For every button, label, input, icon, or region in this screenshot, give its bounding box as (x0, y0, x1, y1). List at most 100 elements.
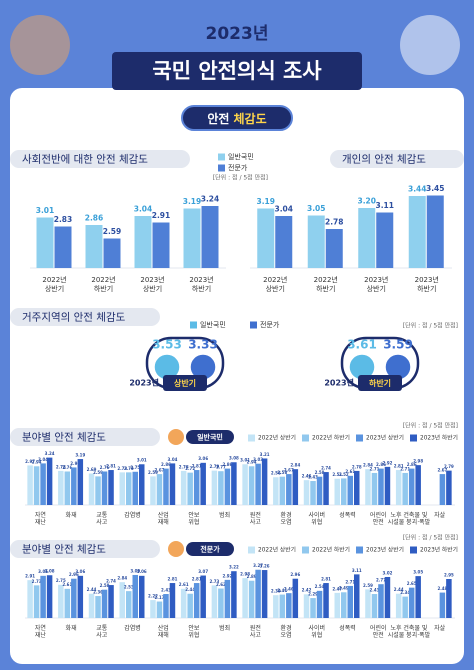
badge (186, 542, 234, 556)
bar (286, 474, 292, 505)
tag-accent: 체감도 (233, 111, 266, 126)
value-label: 2.73 (117, 466, 127, 471)
bar (150, 600, 156, 618)
value-label: 3.27 (253, 563, 263, 568)
value-label: 3.33 (188, 338, 218, 352)
bar (275, 216, 293, 268)
bar (77, 575, 84, 618)
value-label: 3.06 (198, 456, 208, 461)
bar (303, 594, 310, 618)
bar (347, 475, 353, 505)
bar (286, 593, 292, 618)
bar (33, 466, 40, 505)
bar (71, 578, 77, 618)
value-label: 2.61 (179, 582, 189, 587)
bar (255, 569, 261, 618)
bar (27, 580, 33, 618)
value-label: 2.44 (87, 587, 97, 592)
category-label: 환경 오염 (281, 511, 292, 526)
value-label: 2.46 (284, 587, 294, 592)
value-label: 2.74 (106, 578, 116, 583)
value-label: 2.81 (168, 576, 178, 581)
period-year: 2023년 (324, 378, 354, 388)
category-label: 자연 재난 (35, 511, 47, 526)
legend-swatch (356, 546, 363, 554)
value-label: 3.44 (408, 184, 427, 193)
category-label: 안보 위협 (188, 624, 200, 639)
value-label: 3.19 (256, 197, 275, 206)
value-label: 2.72 (185, 466, 195, 471)
value-label: 2.54 (315, 584, 325, 589)
legend-swatch (218, 153, 225, 161)
category-label: 원전 사고 (250, 511, 262, 526)
value-label: 2.44 (394, 587, 404, 592)
legend-swatch (356, 434, 363, 442)
bar (378, 468, 384, 505)
category-label: 원전 사고 (250, 624, 262, 639)
value-label: 2.67 (437, 467, 447, 472)
value-label: 2.86 (376, 462, 386, 467)
bar (248, 580, 255, 618)
bar (134, 216, 152, 268)
value-label: 2.56 (271, 471, 281, 476)
bar (395, 470, 402, 505)
bar (279, 476, 286, 505)
avatar (168, 429, 184, 445)
value-label: 2.59 (103, 227, 122, 236)
value-label: 2.34 (400, 590, 410, 595)
section-title: 거주지역의 안전 체감도 (22, 312, 126, 324)
value-label: 2.71 (370, 466, 380, 471)
value-label: 2.79 (444, 464, 454, 469)
bar (439, 592, 446, 618)
value-label: 2.58 (100, 583, 110, 588)
bar (180, 470, 187, 505)
legend-label: 2023년 상반기 (366, 434, 404, 442)
value-label: 2.44 (185, 587, 195, 592)
category-label: 산업 재해 (158, 511, 169, 526)
legend-swatch (248, 546, 255, 554)
legend-label: 2023년 상반기 (366, 546, 404, 554)
value-label: 3.06 (75, 569, 85, 574)
category-label: 2023년 상반기 (364, 275, 388, 293)
value-label: 2.75 (56, 578, 66, 583)
value-label: 2.92 (222, 573, 232, 578)
bar (224, 579, 231, 618)
bar (46, 575, 53, 618)
bar (180, 588, 187, 618)
bar (183, 208, 201, 268)
value-label: 2.65 (407, 581, 417, 586)
value-label: 2.84 (290, 463, 300, 468)
bar (408, 587, 415, 618)
value-label: 2.86 (222, 462, 232, 467)
bar (101, 589, 108, 618)
bar (119, 582, 125, 618)
value-label: 2.78 (56, 464, 66, 469)
bar (358, 208, 376, 268)
bar (334, 478, 340, 505)
legend-swatch (248, 434, 255, 442)
bar (395, 593, 402, 618)
value-label: 2.77 (216, 465, 226, 470)
title-banner (112, 52, 362, 90)
bar (242, 578, 248, 618)
legend-swatch (410, 546, 417, 554)
bar (325, 229, 343, 268)
value-label: 2.43 (161, 587, 171, 592)
category-label: 2022년 상반기 (42, 275, 66, 293)
value-label: 3.26 (260, 563, 270, 568)
category-label: 2023년 하반기 (415, 275, 439, 293)
value-label: 2.43 (370, 587, 380, 592)
value-label: 2.67 (155, 467, 165, 472)
value-label: 2.71 (345, 579, 355, 584)
value-label: 2.61 (62, 582, 72, 587)
badge-label: 일반국민 (197, 433, 223, 442)
category-label: 노후 건축물 및 시설물 붕괴·폭발 (388, 511, 431, 526)
bar (323, 472, 329, 505)
value-label: 3.20 (357, 196, 376, 205)
illustration (10, 15, 70, 75)
bar (64, 471, 71, 505)
value-label: 3.04 (274, 204, 293, 213)
value-label: 2.84 (363, 463, 373, 468)
category-label: 2023년 상반기 (140, 275, 164, 293)
panel (10, 88, 464, 664)
